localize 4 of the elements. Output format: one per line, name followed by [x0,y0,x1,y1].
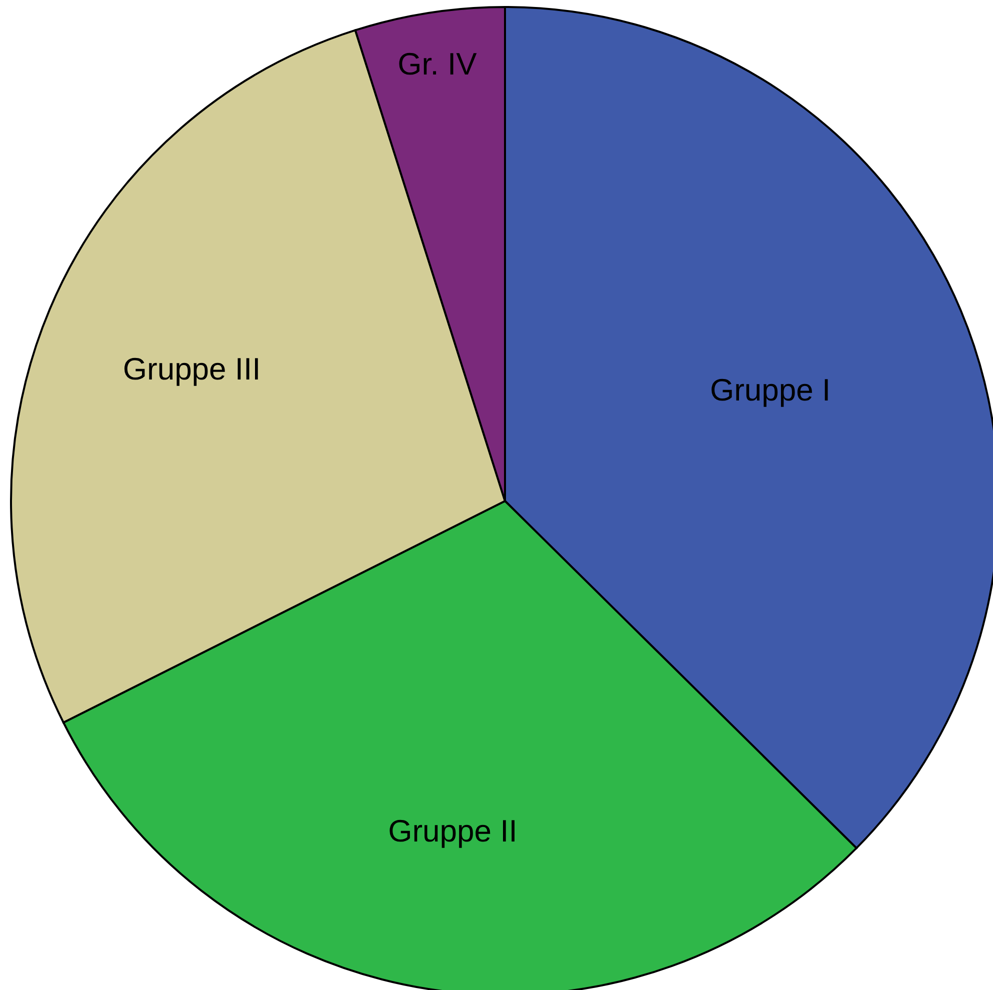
slice-label: Gruppe II [388,813,518,848]
slice-label: Gruppe I [710,372,831,408]
slice-label: Gruppe III [122,351,261,386]
slice-label: Gr. IV [398,46,478,82]
